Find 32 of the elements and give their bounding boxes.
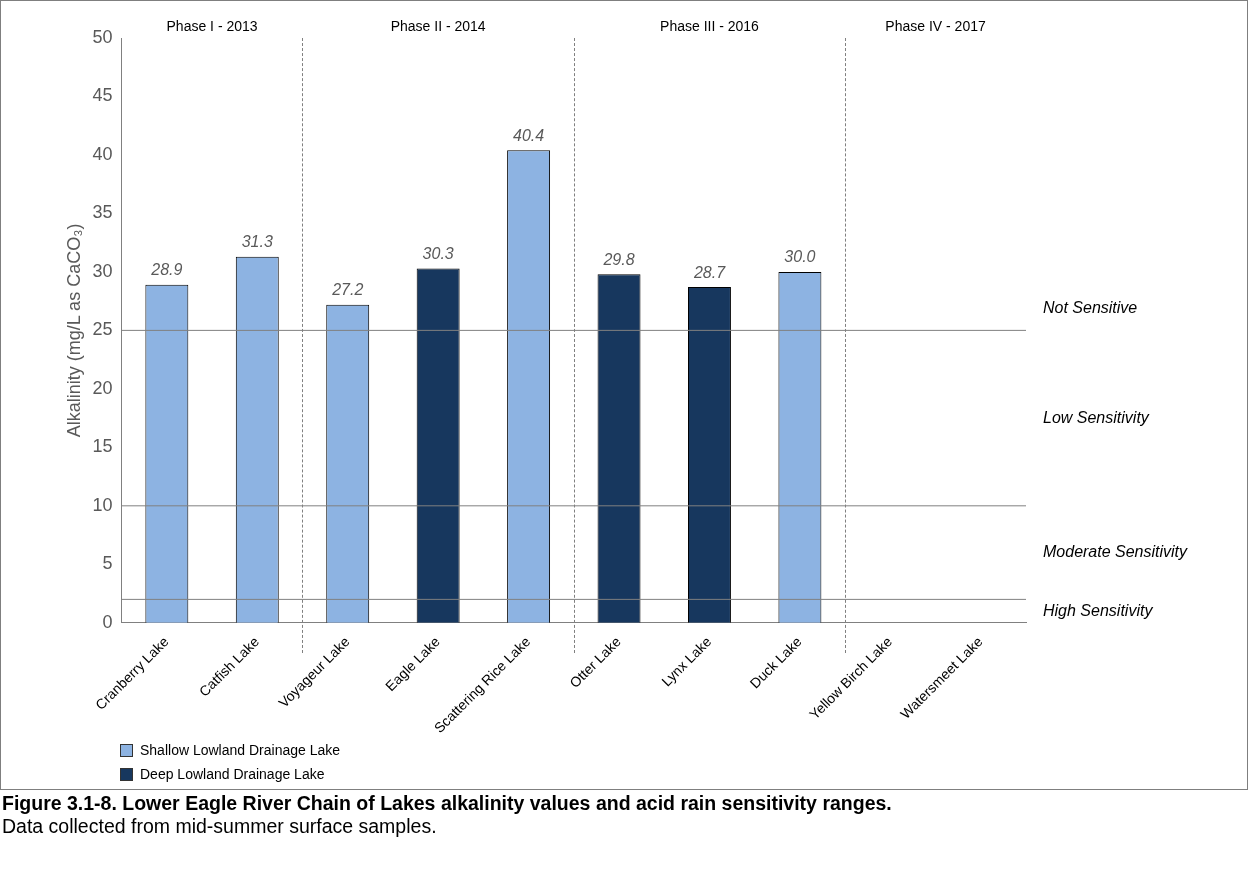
- data-label: 40.4: [513, 126, 545, 144]
- y-tick-label: 10: [92, 494, 113, 515]
- data-label: 28.9: [150, 261, 183, 279]
- data-label: 29.8: [602, 250, 635, 268]
- y-tick-label: 50: [92, 26, 113, 47]
- data-label: 30.0: [784, 248, 816, 266]
- y-tick-label: 30: [92, 260, 113, 281]
- legend-label: Shallow Lowland Drainage Lake: [140, 742, 341, 758]
- text: Low Sensitivity: [1043, 408, 1150, 426]
- text: Phase III - 2016: [660, 17, 760, 34]
- data-label: 31.3: [241, 233, 273, 251]
- data-label: 28.7: [692, 263, 727, 281]
- text: Figure 3.1-8. Lower Eagle River Chain of Lakes alkalinity values and acid rain sensitivity ranges.: [2, 792, 892, 815]
- text: Moderate Sensitivity: [1043, 543, 1189, 561]
- text: Data collected from mid-summer surface samples.: [2, 815, 437, 838]
- y-tick-label: 35: [92, 202, 113, 223]
- y-tick-label: 15: [92, 436, 113, 457]
- data-label: 27.2: [331, 281, 364, 299]
- text: Phase II - 2014: [390, 17, 486, 34]
- text: Phase I - 2013: [166, 17, 258, 34]
- text: Phase IV - 2017: [885, 17, 986, 34]
- text: Not Sensitive: [1043, 298, 1138, 316]
- y-tick-label: 0: [102, 611, 113, 632]
- y-axis-title: Alkalinity (mg/L as CaCO₃): [63, 223, 84, 438]
- legend-label: Deep Lowland Drainage Lake: [140, 766, 325, 782]
- text: High Sensitivity: [1043, 601, 1154, 619]
- y-tick-label: 40: [92, 143, 113, 164]
- y-tick-label: 25: [92, 319, 113, 340]
- y-tick-label: 45: [92, 85, 113, 106]
- y-tick-label: 5: [102, 553, 113, 574]
- y-tick-label: 20: [92, 377, 113, 398]
- data-label: 30.3: [422, 244, 454, 262]
